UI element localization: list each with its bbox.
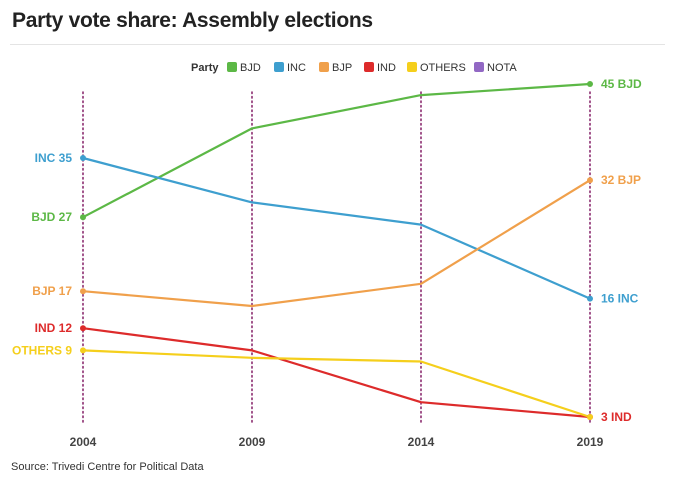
point-others-2019 bbox=[587, 414, 593, 420]
data-labels: INC 35 BJD 27 BJP 17 IND 12 OTHERS 9 45 BJD 32… bbox=[12, 77, 642, 424]
series-line-bjd bbox=[82, 82, 591, 219]
series-line-inc bbox=[82, 156, 591, 300]
x-axis-ticks: 2004 2009 2014 2019 bbox=[70, 435, 604, 449]
chart-legend: Party BJD INC BJP IND OTHERS NOTA bbox=[191, 62, 517, 74]
x-tick-2014: 2014 bbox=[408, 435, 435, 449]
legend-label-others: OTHERS bbox=[420, 62, 466, 74]
legend-swatch-bjd bbox=[227, 62, 237, 72]
chart-title: Party vote share: Assembly elections bbox=[12, 9, 373, 32]
start-label-bjp: BJP 17 bbox=[32, 284, 72, 298]
legend-swatch-ind bbox=[364, 62, 374, 72]
series-line-others bbox=[82, 349, 591, 419]
legend-swatch-others bbox=[407, 62, 417, 72]
legend-label-inc: INC bbox=[287, 62, 306, 74]
start-label-bjd: BJD 27 bbox=[31, 210, 72, 224]
point-inc-2019 bbox=[587, 295, 593, 302]
legend-swatch-bjp bbox=[319, 62, 329, 72]
point-bjd-2004 bbox=[80, 214, 86, 221]
x-tick-2019: 2019 bbox=[577, 435, 604, 449]
end-label-ind: 3 IND bbox=[601, 410, 632, 424]
title-divider bbox=[10, 44, 665, 45]
end-label-bjp: 32 BJP bbox=[601, 173, 641, 187]
legend-swatch-nota bbox=[474, 62, 484, 72]
point-bjp-2019 bbox=[587, 177, 593, 184]
chart-grid bbox=[82, 91, 591, 425]
source-note: Source: Trivedi Centre for Political Dat… bbox=[11, 461, 204, 473]
end-label-bjd: 45 BJD bbox=[601, 77, 642, 91]
point-bjp-2004 bbox=[80, 288, 86, 295]
point-others-2004 bbox=[80, 347, 86, 354]
series-points bbox=[80, 81, 593, 420]
legend-label-ind: IND bbox=[377, 62, 396, 74]
x-tick-2009: 2009 bbox=[239, 435, 266, 449]
point-bjd-2019 bbox=[587, 81, 593, 87]
legend-label-bjp: BJP bbox=[332, 62, 352, 74]
x-tick-2004: 2004 bbox=[70, 435, 97, 449]
series-line-bjp bbox=[82, 179, 591, 308]
start-label-others: OTHERS 9 bbox=[12, 343, 72, 357]
legend-swatch-inc bbox=[274, 62, 284, 72]
start-label-inc: INC 35 bbox=[35, 151, 73, 165]
series-lines bbox=[82, 82, 591, 419]
series-line-ind bbox=[82, 327, 591, 419]
legend-label-nota: NOTA bbox=[487, 62, 517, 74]
point-ind-2004 bbox=[80, 325, 86, 332]
legend-title: Party bbox=[191, 62, 219, 74]
start-label-ind: IND 12 bbox=[35, 321, 73, 335]
end-label-inc: 16 INC bbox=[601, 292, 639, 306]
legend-label-bjd: BJD bbox=[240, 62, 261, 74]
point-inc-2004 bbox=[80, 155, 86, 161]
